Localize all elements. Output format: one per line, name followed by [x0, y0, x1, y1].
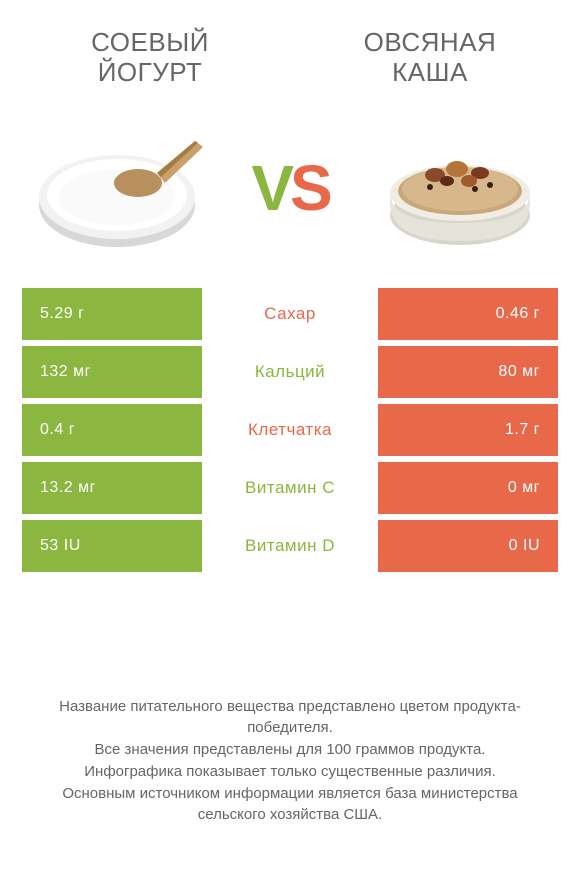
left-value: 5.29 г	[22, 288, 202, 340]
left-value: 53 IU	[22, 520, 202, 572]
left-product-image	[30, 118, 210, 258]
vs-label: VS	[251, 151, 328, 225]
right-value: 1.7 г	[378, 404, 558, 456]
table-row: 13.2 мгВитамин C0 мг	[22, 462, 558, 514]
left-value: 13.2 мг	[22, 462, 202, 514]
nutrient-label: Витамин C	[202, 462, 378, 514]
nutrient-label: Витамин D	[202, 520, 378, 572]
right-product-title: ОВСЯНАЯ КАША	[330, 28, 530, 88]
vs-v: V	[251, 152, 290, 224]
left-product-title: СОЕВЫЙ ЙОГУРТ	[50, 28, 250, 88]
left-value: 132 мг	[22, 346, 202, 398]
soy-yogurt-icon	[35, 123, 205, 253]
nutrition-table: 5.29 гСахар0.46 г 132 мгКальций80 мг 0.4 г…	[0, 288, 580, 572]
right-product-image	[370, 118, 550, 258]
vs-s: S	[290, 152, 329, 224]
right-value: 80 мг	[378, 346, 558, 398]
table-row: 5.29 гСахар0.46 г	[22, 288, 558, 340]
footer-line: Название питательного вещества представл…	[28, 696, 552, 740]
right-value: 0 мг	[378, 462, 558, 514]
right-value: 0.46 г	[378, 288, 558, 340]
right-value: 0 IU	[378, 520, 558, 572]
table-row: 132 мгКальций80 мг	[22, 346, 558, 398]
nutrient-label: Клетчатка	[202, 404, 378, 456]
footer-notes: Название питательного вещества представл…	[0, 696, 580, 827]
header: СОЕВЫЙ ЙОГУРТ ОВСЯНАЯ КАША	[0, 0, 580, 98]
nutrient-label: Сахар	[202, 288, 378, 340]
oatmeal-icon	[375, 123, 545, 253]
images-row: VS	[0, 98, 580, 288]
table-row: 53 IUВитамин D0 IU	[22, 520, 558, 572]
footer-line: Основным источником информации является …	[28, 783, 552, 827]
nutrient-label: Кальций	[202, 346, 378, 398]
table-row: 0.4 гКлетчатка1.7 г	[22, 404, 558, 456]
left-value: 0.4 г	[22, 404, 202, 456]
footer-line: Инфографика показывает только существенн…	[28, 761, 552, 783]
footer-line: Все значения представлены для 100 граммо…	[28, 739, 552, 761]
